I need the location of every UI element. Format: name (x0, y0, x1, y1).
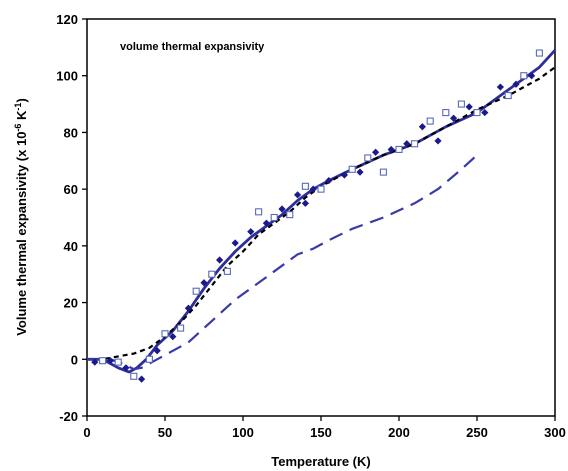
x-tick-label: 150 (310, 425, 332, 440)
plot-frame (86, 18, 556, 417)
diamond-point (106, 357, 114, 365)
square-point (223, 267, 231, 275)
diamond-point (200, 279, 208, 287)
y-tick-label: 0 (71, 352, 78, 367)
diamond-point (91, 358, 99, 366)
diamond-point (403, 140, 411, 148)
x-axis-title: Temperature (K) (271, 454, 370, 469)
diamond-point (231, 239, 239, 247)
square-point (255, 208, 263, 216)
square-point (145, 355, 153, 363)
diamond-point (184, 304, 192, 312)
y-tick-label: -20 (59, 409, 78, 424)
diamond-point (356, 168, 364, 176)
diamond-point (325, 177, 333, 185)
square-point (426, 117, 434, 125)
diamond-point (512, 80, 520, 88)
series-line-solid (87, 49, 557, 374)
square-point (364, 154, 372, 162)
diamond-point (372, 148, 380, 156)
square-point (99, 357, 107, 365)
y-tick-label: 120 (56, 12, 78, 27)
y-axis-title-mid: K (14, 110, 29, 124)
diamond-point (138, 375, 146, 383)
square-point (395, 145, 403, 153)
square-point (286, 211, 294, 219)
annotation-label: volume thermal expansivity (120, 41, 265, 53)
diamond-point (216, 256, 224, 264)
y-tick-label: 40 (64, 239, 78, 254)
y-tick-label: 80 (64, 125, 78, 140)
square-point (192, 287, 200, 295)
square-point (130, 372, 138, 380)
diamond-point (247, 228, 255, 236)
diamond-point (481, 108, 489, 117)
diamond-point (301, 199, 309, 207)
diamond-point (418, 123, 426, 131)
square-point (208, 270, 216, 278)
diamond-point (309, 185, 317, 193)
series-line-short-dash (87, 66, 556, 361)
square-point (177, 324, 185, 332)
square-point (473, 109, 481, 117)
series-layer (87, 49, 557, 383)
square-point (317, 185, 325, 193)
x-tick-label: 50 (158, 425, 172, 440)
series-line-long-dash (87, 154, 478, 371)
square-point (520, 72, 528, 80)
square-point (411, 140, 419, 148)
y-axis-title: Volume thermal expansivity (x 10-6 K-1) (13, 98, 29, 336)
diamond-point (169, 333, 177, 341)
y-axis-title-sup1: -6 (13, 124, 23, 132)
y-tick-label: 100 (56, 69, 78, 84)
x-tick-label: 300 (544, 425, 566, 440)
square-point (161, 330, 169, 338)
square-point (535, 49, 543, 57)
diamond-point (278, 205, 286, 213)
y-axis-title-sup2: -1 (13, 103, 23, 111)
diamond-point (294, 191, 302, 199)
ticks-layer: 0 50 100 150 200 250 300 -20 0 20 40 60 80 100 120 (56, 12, 566, 440)
y-axis-title-main: Volume thermal expansivity (x 10 (14, 132, 29, 336)
y-tick-label: 20 (64, 296, 78, 311)
square-point (114, 358, 122, 366)
x-tick-label: 250 (466, 425, 488, 440)
y-axis-title-end: ) (14, 98, 29, 102)
diamond-point (153, 347, 161, 355)
diamond-point (496, 83, 504, 91)
x-tick-label: 200 (388, 425, 410, 440)
x-tick-label: 100 (232, 425, 254, 440)
x-tick-label: 0 (83, 425, 90, 440)
square-point (270, 213, 278, 222)
diamond-point (122, 364, 130, 372)
square-point (442, 109, 450, 117)
square-point (457, 100, 465, 108)
diamond-point (387, 145, 395, 154)
square-point (348, 165, 356, 173)
y-tick-label: 60 (64, 182, 78, 197)
square-point (379, 168, 387, 176)
diamond-point (450, 114, 458, 122)
diamond-point (465, 103, 473, 111)
diamond-point (434, 137, 442, 145)
square-point (504, 92, 512, 100)
diamond-point (262, 219, 270, 227)
diamond-point (340, 171, 348, 179)
diamond-point (528, 72, 536, 80)
square-point (301, 182, 309, 190)
